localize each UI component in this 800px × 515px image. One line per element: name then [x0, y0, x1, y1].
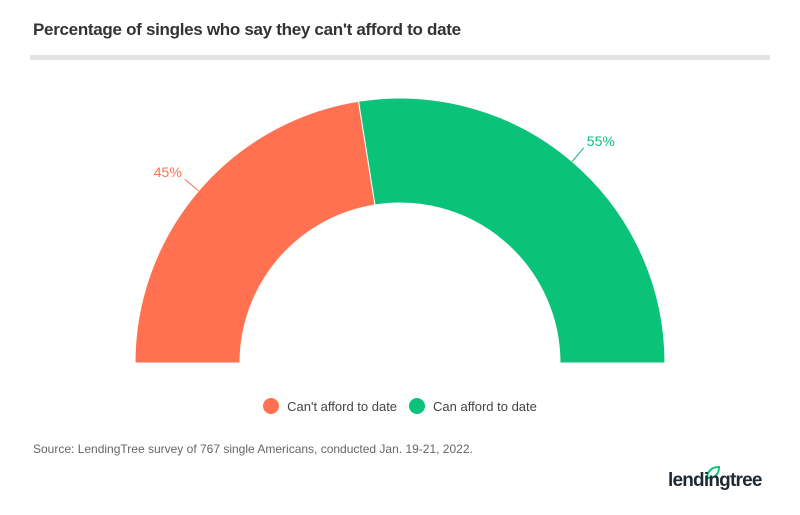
data-label-1: 55%	[587, 133, 615, 149]
leader-line-0	[184, 178, 199, 192]
legend-marker	[409, 398, 426, 414]
legend-item-cant-afford[interactable]: Can't afford to date	[263, 398, 397, 414]
data-label-0: 45%	[154, 164, 182, 180]
legend-marker	[263, 398, 280, 414]
lendingtree-logo: lendingtree	[668, 470, 762, 491]
legend: Can't afford to date Can afford to date	[0, 398, 800, 414]
slice-1[interactable]	[357, 97, 666, 364]
slice-0[interactable]	[134, 100, 376, 364]
title-divider	[30, 55, 770, 60]
leaf-icon	[705, 466, 721, 480]
legend-item-can-afford[interactable]: Can afford to date	[409, 398, 537, 414]
chart-title: Percentage of singles who say they can't…	[33, 20, 461, 39]
legend-label: Can't afford to date	[287, 398, 398, 414]
legend-label: Can afford to date	[433, 398, 537, 414]
leader-line-1	[571, 147, 585, 162]
source-note: Source: LendingTree survey of 767 single…	[33, 442, 473, 456]
